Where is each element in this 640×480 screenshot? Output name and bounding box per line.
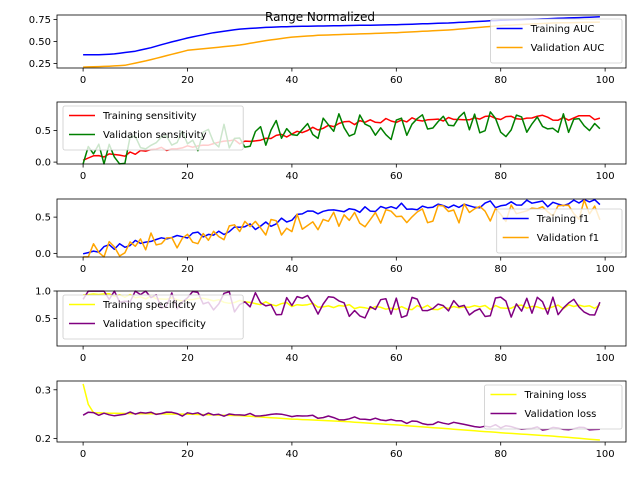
- legend-box: [62, 294, 244, 340]
- x-tick-label: 0: [80, 75, 86, 86]
- y-tick-label: 0.0: [35, 158, 51, 169]
- x-tick-label: 80: [494, 264, 507, 275]
- subplot-1: 0 20 40 60 80 100 0.25 0.50 0.75 Training AUC Vali…: [29, 14, 627, 86]
- legend-label: Validation sensitivity: [103, 130, 207, 141]
- legend-label: Training specificity: [102, 300, 196, 311]
- y-tick-label: 0.0: [35, 249, 51, 260]
- legend: Training sensitivity Validation sensitivi…: [62, 105, 244, 151]
- x-tick-label: 100: [596, 264, 615, 275]
- y-tick-label: 1.0: [35, 287, 51, 298]
- legend-box: [484, 384, 623, 430]
- legend-box: [490, 18, 623, 64]
- x-tick-label: 100: [596, 449, 615, 460]
- y-tick-label: 0.5: [35, 126, 51, 137]
- x-tick-label: 20: [181, 449, 194, 460]
- y-tick-label: 0.5: [35, 213, 51, 224]
- subplot-4: 0 20 40 60 80 100 0.5 1.0 Training specificity Va…: [35, 287, 627, 364]
- x-tick-label: 60: [390, 449, 403, 460]
- legend-label: Validation f1: [537, 233, 599, 244]
- x-tick-label: 40: [286, 449, 299, 460]
- legend-label: Training AUC: [530, 24, 595, 35]
- x-tick-label: 80: [494, 75, 507, 86]
- y-tick-label: 0.5: [35, 314, 51, 325]
- x-tick-label: 20: [181, 171, 194, 182]
- series-line-training-loss: [82, 383, 600, 441]
- x-tick-label: 0: [80, 353, 86, 364]
- legend-box: [496, 208, 623, 254]
- x-tick-label: 20: [181, 75, 194, 86]
- x-tick-label: 0: [80, 449, 86, 460]
- x-tick-label: 60: [390, 353, 403, 364]
- x-tick-label: 0: [80, 171, 86, 182]
- axes-frame: [56, 101, 627, 165]
- legend-label: Training f1: [536, 214, 590, 225]
- x-tick-label: 20: [181, 264, 194, 275]
- axes-frame: [56, 380, 627, 443]
- x-tick-label: 80: [494, 449, 507, 460]
- x-tick-label: 60: [390, 264, 403, 275]
- x-tick-label: 100: [596, 171, 615, 182]
- figure-title: Range Normalized: [265, 10, 375, 24]
- x-tick-label: 40: [286, 75, 299, 86]
- x-tick-label: 40: [286, 264, 299, 275]
- x-tick-label: 100: [596, 353, 615, 364]
- legend-label: Validation specificity: [103, 319, 206, 330]
- x-tick-label: 60: [390, 171, 403, 182]
- subplot-2: 0 20 40 60 80 100 0.0 0.5 Training sensitivity Va…: [35, 101, 627, 182]
- x-tick-label: 80: [494, 171, 507, 182]
- legend: Training specificity Validation specifici…: [62, 294, 244, 340]
- x-tick-label: 100: [596, 75, 615, 86]
- axes-frame: [56, 198, 627, 258]
- x-tick-label: 20: [181, 353, 194, 364]
- legend-label: Training sensitivity: [102, 111, 197, 122]
- legend-label: Validation AUC: [531, 43, 605, 54]
- legend: Training AUC Validation AUC: [490, 18, 623, 64]
- y-tick-label: 0.3: [35, 385, 51, 396]
- y-tick-label: 0.50: [29, 37, 51, 48]
- subplot-5: 0 20 40 60 80 100 0.2 0.3 Training loss Validatio…: [35, 380, 627, 460]
- y-tick-label: 0.25: [29, 59, 51, 70]
- x-tick-label: 80: [494, 353, 507, 364]
- legend-label: Validation loss: [525, 409, 597, 420]
- x-tick-label: 0: [80, 264, 86, 275]
- legend: Training f1 Validation f1: [496, 208, 623, 254]
- legend-box: [62, 105, 244, 151]
- y-tick-label: 0.2: [35, 434, 51, 445]
- x-tick-label: 60: [390, 75, 403, 86]
- legend: Training loss Validation loss: [484, 384, 623, 430]
- subplot-3: 0 20 40 60 80 100 0.0 0.5 Training f1 Validation …: [35, 198, 627, 275]
- legend-label: Training loss: [524, 390, 587, 401]
- y-tick-label: 0.75: [29, 15, 51, 26]
- x-tick-label: 40: [286, 171, 299, 182]
- x-tick-label: 40: [286, 353, 299, 364]
